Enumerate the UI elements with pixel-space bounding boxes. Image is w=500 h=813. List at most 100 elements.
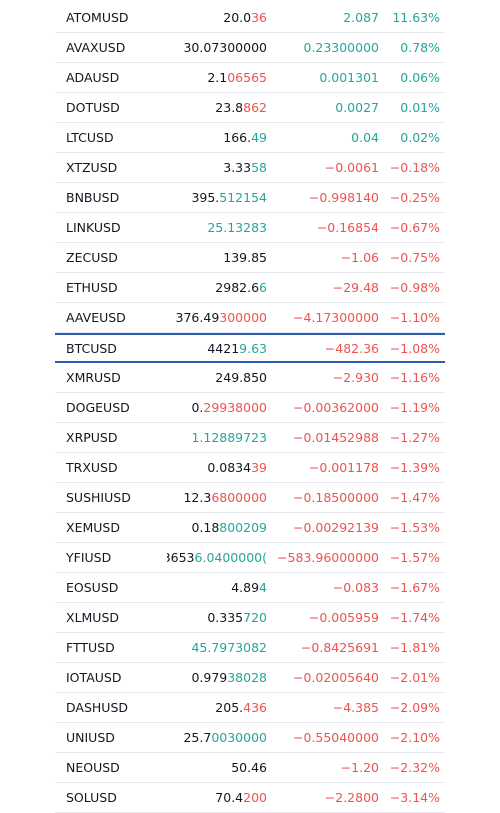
change-pct: 0.01% [400,100,440,115]
symbol: AVAXUSD [66,40,126,55]
symbol-cell: SUSHIUSD [66,483,166,512]
price-part: 800209 [219,520,267,535]
watchlist-row[interactable]: AAVEUSD 376.49 300000 −4.17300000 −1.10% [55,303,445,333]
change-pct: −2.10% [389,730,440,745]
price-cell: 0.18 800209 [167,513,267,542]
symbol-cell: NEOUSD [66,753,166,782]
symbol-cell: DOTUSD [66,93,166,122]
change-cell: −0.001178 [269,453,379,482]
change-pct-cell: −1.27% [381,423,440,452]
change: −0.01452988 [292,430,379,445]
watchlist-row[interactable]: BNBUSD 395. 512154 −0.998140 −0.25% [55,183,445,213]
watchlist-row[interactable]: NEOUSD 50.46 −1.20 −2.32% [55,753,445,783]
change-pct-cell: −1.08% [381,335,440,361]
symbol-cell: FTTUSD [66,633,166,662]
price-part: 205. [215,700,244,715]
change-pct-cell: −2.01% [381,663,440,692]
watchlist-row[interactable]: ADAUSD 2.1 06565 0.001301 0.06% [55,63,445,93]
watchlist-row[interactable]: FTTUSD 45.7973082 −0.8425691 −1.81% [55,633,445,663]
price-part: 436 [243,700,267,715]
watchlist-row[interactable]: XLMUSD 0.335 720 −0.005959 −1.74% [55,603,445,633]
price-cell: 249.850 [167,363,267,392]
change-pct: −2.32% [389,760,440,775]
watchlist-row[interactable]: UNIUSD 25.7 0030000 −0.55040000 −2.10% [55,723,445,753]
price-cell: 1.12889723 [167,423,267,452]
symbol-cell: XMRUSD [66,363,166,392]
watchlist-row[interactable]: XTZUSD 3.33 58 −0.0061 −0.18% [55,153,445,183]
change-pct: −1.27% [389,430,440,445]
change-pct-cell: −3.14% [381,783,440,812]
change: 0.0027 [335,100,379,115]
change-cell: −0.998140 [269,183,379,212]
price-part: 395. [191,190,220,205]
price-part: 6.0400000( [194,550,267,565]
price-part: 0.18 [191,520,220,535]
change-pct-cell: −0.18% [381,153,440,182]
change-pct-cell: −2.10% [381,723,440,752]
symbol-cell: EOSUSD [66,573,166,602]
symbol-cell: XLMUSD [66,603,166,632]
symbol-cell: DOGEUSD [66,393,166,422]
change-pct-cell: 0.02% [381,123,440,152]
price-cell: 166. 49 [167,123,267,152]
watchlist-row[interactable]: BTCUSD 4421 9.63 −482.36 −1.08% [55,333,445,363]
change-pct-cell: −0.75% [381,243,440,272]
watchlist-row[interactable]: IOTAUSD 0.979 38028 −0.02005640 −2.01% [55,663,445,693]
change: 0.001301 [319,70,379,85]
symbol: ADAUSD [66,70,120,85]
watchlist-row[interactable]: EOSUSD 4.89 4 −0.083 −1.67% [55,573,445,603]
watchlist-row[interactable]: ATOMUSD 20.0 36 2.087 11.63% [55,3,445,33]
symbol: YFIUSD [66,550,112,565]
watchlist-row[interactable]: ETHUSD 2982.6 6 −29.48 −0.98% [55,273,445,303]
symbol: ETHUSD [66,280,118,295]
change-cell: −0.01452988 [269,423,379,452]
change-pct-cell: −2.09% [381,693,440,722]
price-cell: 30.07300000 [167,33,267,62]
change-cell: −583.96000000 [269,543,379,572]
price-cell: 0.979 38028 [167,663,267,692]
change-pct-cell: −1.47% [381,483,440,512]
watchlist-row[interactable]: SOLUSD 70.4 200 −2.2800 −3.14% [55,783,445,813]
price-part: 20.0 [223,10,252,25]
change-cell: −29.48 [269,273,379,302]
price-part: 4.89 [231,580,260,595]
watchlist-row[interactable]: DOTUSD 23.8 862 0.0027 0.01% [55,93,445,123]
watchlist-row[interactable]: DOGEUSD 0. 29938000 −0.00362000 −1.19% [55,393,445,423]
watchlist-row[interactable]: XRPUSD 1.12889723 −0.01452988 −1.27% [55,423,445,453]
watchlist-row[interactable]: LTCUSD 166. 49 0.04 0.02% [55,123,445,153]
watchlist-row[interactable]: XMRUSD 249.850 −2.930 −1.16% [55,363,445,393]
watchlist-row[interactable]: AVAXUSD 30.07300000 0.23300000 0.78% [55,33,445,63]
price-cell: 395. 512154 [167,183,267,212]
symbol: BNBUSD [66,190,120,205]
watchlist-row[interactable]: LINKUSD 25.13283 −0.16854 −0.67% [55,213,445,243]
change-cell: −2.930 [269,363,379,392]
change-pct-cell: −1.10% [381,303,440,332]
change: −2.930 [332,370,379,385]
change-cell: −0.083 [269,573,379,602]
watchlist-row[interactable]: TRXUSD 0.0834 39 −0.001178 −1.39% [55,453,445,483]
change: −4.385 [332,700,379,715]
price-cell: 45.7973082 [167,633,267,662]
price-part: 29938000 [203,400,267,415]
change-cell: 0.04 [269,123,379,152]
watchlist-row[interactable]: DASHUSD 205. 436 −4.385 −2.09% [55,693,445,723]
change-pct: −1.10% [389,310,440,325]
price-cell: 20.0 36 [167,3,267,32]
change-pct: −3.14% [389,790,440,805]
watchlist-row[interactable]: YFIUSD 36536.0400000(−583.96000000 −1.57% [55,543,445,573]
symbol-cell: AAVEUSD [66,303,166,332]
change-pct-cell: −0.98% [381,273,440,302]
watchlist-row[interactable]: ZECUSD 139.85 −1.06 −0.75% [55,243,445,273]
price-part: 720 [243,610,267,625]
change-cell: −0.16854 [269,213,379,242]
price-cell: 4.89 4 [167,573,267,602]
symbol: DASHUSD [66,700,128,715]
watchlist-row[interactable]: XEMUSD 0.18 800209 −0.00292139 −1.53% [55,513,445,543]
price-part: 0.335 [207,610,244,625]
watchlist-row[interactable]: SUSHIUSD 12.3 6800000 −0.18500000 −1.47% [55,483,445,513]
change-pct-cell: −0.67% [381,213,440,242]
price-cell: 25.7 0030000 [167,723,267,752]
symbol: XEMUSD [66,520,120,535]
change-pct: −1.67% [389,580,440,595]
price-cell: 12.3 6800000 [167,483,267,512]
